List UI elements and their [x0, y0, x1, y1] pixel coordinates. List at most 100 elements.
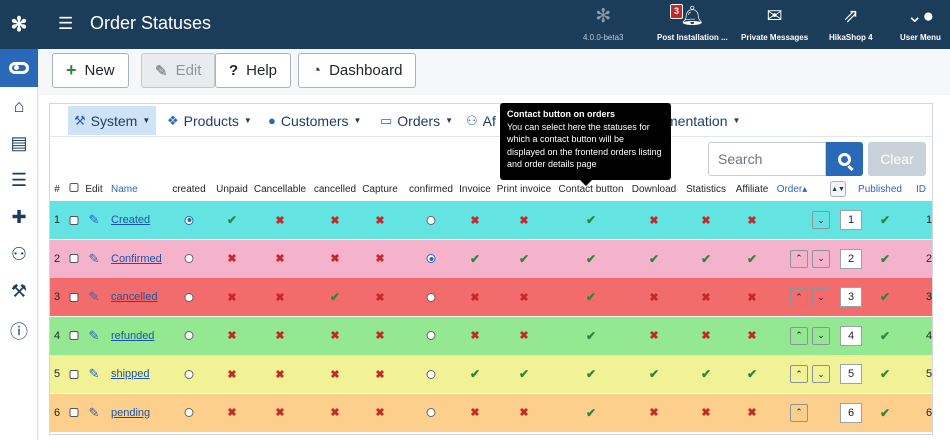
row-checkbox[interactable]: [69, 394, 79, 432]
print-invoice-check-icon[interactable]: ✔: [518, 251, 530, 266]
move-down-icon[interactable]: ⌄: [812, 365, 830, 383]
header-order[interactable]: Order▴: [776, 184, 808, 195]
capture-cross-icon[interactable]: ✖: [375, 253, 385, 265]
menu-orders[interactable]: ▭ Orders ▼: [380, 112, 454, 129]
search-input[interactable]: Search: [708, 142, 826, 176]
order-input[interactable]: 3: [840, 278, 862, 316]
menu-system[interactable]: ⚒ System ▼: [68, 106, 157, 135]
invoice-check-icon[interactable]: ✔: [469, 251, 481, 266]
search-button[interactable]: [826, 142, 863, 176]
print-invoice-cross-icon[interactable]: ✖: [519, 407, 529, 419]
row-checkbox[interactable]: [69, 240, 79, 278]
order-value[interactable]: 1: [840, 210, 862, 230]
home-icon[interactable]: ⌂: [13, 96, 25, 116]
unpaid-cross-icon[interactable]: ✖: [227, 253, 237, 265]
print-invoice-cross-icon[interactable]: ✖: [519, 291, 529, 304]
edit-pencil-icon[interactable]: ✎: [88, 327, 100, 343]
contact-button-check-icon[interactable]: ✔: [585, 405, 597, 420]
created-radio[interactable]: [184, 201, 194, 239]
affiliate-cross-icon[interactable]: ✖: [747, 214, 757, 227]
edit-pencil-icon[interactable]: ✎: [88, 404, 100, 420]
order-value[interactable]: 4: [840, 325, 862, 346]
cancellable-cross-icon[interactable]: ✖: [275, 214, 285, 227]
order-input[interactable]: 2: [840, 240, 862, 278]
hikashop-link[interactable]: ⇗ HikaShop 4: [829, 6, 873, 42]
created-radio[interactable]: [184, 394, 194, 432]
contact-button-check-icon[interactable]: ✔: [585, 213, 597, 227]
edit-button[interactable]: ✎ Edit: [141, 53, 216, 88]
order-input[interactable]: 6: [840, 394, 862, 432]
sidebar-toggle-button[interactable]: [0, 49, 38, 87]
unpaid-cross-icon[interactable]: ✖: [227, 407, 237, 419]
edit-pencil-icon[interactable]: ✎: [88, 289, 100, 304]
status-name-link[interactable]: refunded: [111, 317, 154, 355]
move-up-icon[interactable]: ⌃: [790, 326, 808, 345]
edit-pencil-icon[interactable]: ✎: [88, 212, 100, 227]
move-down-icon[interactable]: ⌄: [812, 211, 830, 229]
cancellable-cross-icon[interactable]: ✖: [275, 407, 285, 419]
order-value[interactable]: 3: [840, 287, 862, 307]
invoice-cross-icon[interactable]: ✖: [470, 330, 480, 342]
row-checkbox[interactable]: [69, 201, 79, 239]
contact-button-check-icon[interactable]: ✔: [585, 290, 597, 304]
status-name-text[interactable]: cancelled: [111, 291, 158, 303]
invoice-cross-icon[interactable]: ✖: [470, 407, 480, 419]
wrench-icon[interactable]: ⚒: [10, 281, 28, 301]
header-id[interactable]: ID: [916, 184, 926, 195]
menu-customers[interactable]: ● Customers ▼: [268, 112, 362, 129]
select-all-checkbox[interactable]: [69, 183, 79, 195]
statistics-cross-icon[interactable]: ✖: [701, 214, 711, 227]
clear-button[interactable]: Clear: [868, 142, 926, 176]
status-name-link[interactable]: Created: [111, 201, 150, 239]
affiliate-check-icon[interactable]: ✔: [746, 367, 758, 381]
cancellable-cross-icon[interactable]: ✖: [275, 253, 285, 265]
cancellable-cross-icon[interactable]: ✖: [275, 330, 285, 342]
download-cross-icon[interactable]: ✖: [649, 214, 659, 227]
published-check-icon[interactable]: ✔: [879, 328, 891, 343]
published-check-icon[interactable]: ✔: [879, 251, 891, 266]
status-name-link[interactable]: Confirmed: [111, 240, 162, 278]
menu-documentation[interactable]: mentation ▼: [666, 112, 741, 129]
move-up-icon[interactable]: ⌃: [790, 365, 808, 383]
download-check-icon[interactable]: ✔: [648, 251, 660, 266]
statistics-check-icon[interactable]: ✔: [700, 367, 712, 381]
cancelled-cross-icon[interactable]: ✖: [330, 330, 340, 342]
header-published[interactable]: Published: [858, 184, 902, 195]
status-name-text[interactable]: shipped: [111, 368, 150, 380]
cancelled-cross-icon[interactable]: ✖: [330, 407, 340, 419]
capture-cross-icon[interactable]: ✖: [375, 214, 385, 227]
status-name-text[interactable]: Confirmed: [111, 252, 162, 265]
published-check-icon[interactable]: ✔: [879, 213, 891, 227]
status-name-text[interactable]: pending: [111, 406, 151, 419]
order-input[interactable]: 5: [840, 355, 862, 393]
capture-cross-icon[interactable]: ✖: [375, 330, 385, 342]
download-check-icon[interactable]: ✔: [648, 367, 660, 381]
save-order-icon[interactable]: ▲▼: [830, 181, 846, 197]
cancellable-cross-icon[interactable]: ✖: [275, 291, 285, 304]
menu-affiliates[interactable]: ⚇ Af: [466, 112, 496, 129]
download-cross-icon[interactable]: ✖: [649, 330, 659, 342]
affiliate-check-icon[interactable]: ✔: [746, 251, 758, 266]
published-check-icon[interactable]: ✔: [879, 290, 891, 304]
edit-pencil-icon[interactable]: ✎: [88, 250, 100, 266]
invoice-cross-icon[interactable]: ✖: [470, 291, 480, 304]
print-invoice-cross-icon[interactable]: ✖: [519, 330, 529, 342]
order-value[interactable]: 2: [840, 248, 862, 269]
cancelled-cross-icon[interactable]: ✖: [330, 214, 340, 227]
private-messages-button[interactable]: ✉ Private Messages: [741, 6, 809, 42]
download-cross-icon[interactable]: ✖: [649, 407, 659, 419]
invoice-check-icon[interactable]: ✔: [469, 367, 481, 381]
download-cross-icon[interactable]: ✖: [649, 291, 659, 304]
unpaid-cross-icon[interactable]: ✖: [227, 330, 237, 342]
affiliate-cross-icon[interactable]: ✖: [747, 291, 757, 304]
affiliate-cross-icon[interactable]: ✖: [747, 330, 757, 342]
order-input[interactable]: 4: [840, 317, 862, 355]
move-down-icon[interactable]: ⌄: [812, 288, 830, 306]
order-input[interactable]: 1: [840, 201, 862, 239]
order-value[interactable]: 6: [840, 402, 862, 423]
info-icon[interactable]: ⓘ: [10, 322, 28, 342]
help-button[interactable]: ? Help: [215, 53, 292, 88]
confirmed-radio[interactable]: [426, 240, 436, 278]
unpaid-cross-icon[interactable]: ✖: [227, 368, 237, 381]
status-name-link[interactable]: shipped: [111, 355, 150, 393]
